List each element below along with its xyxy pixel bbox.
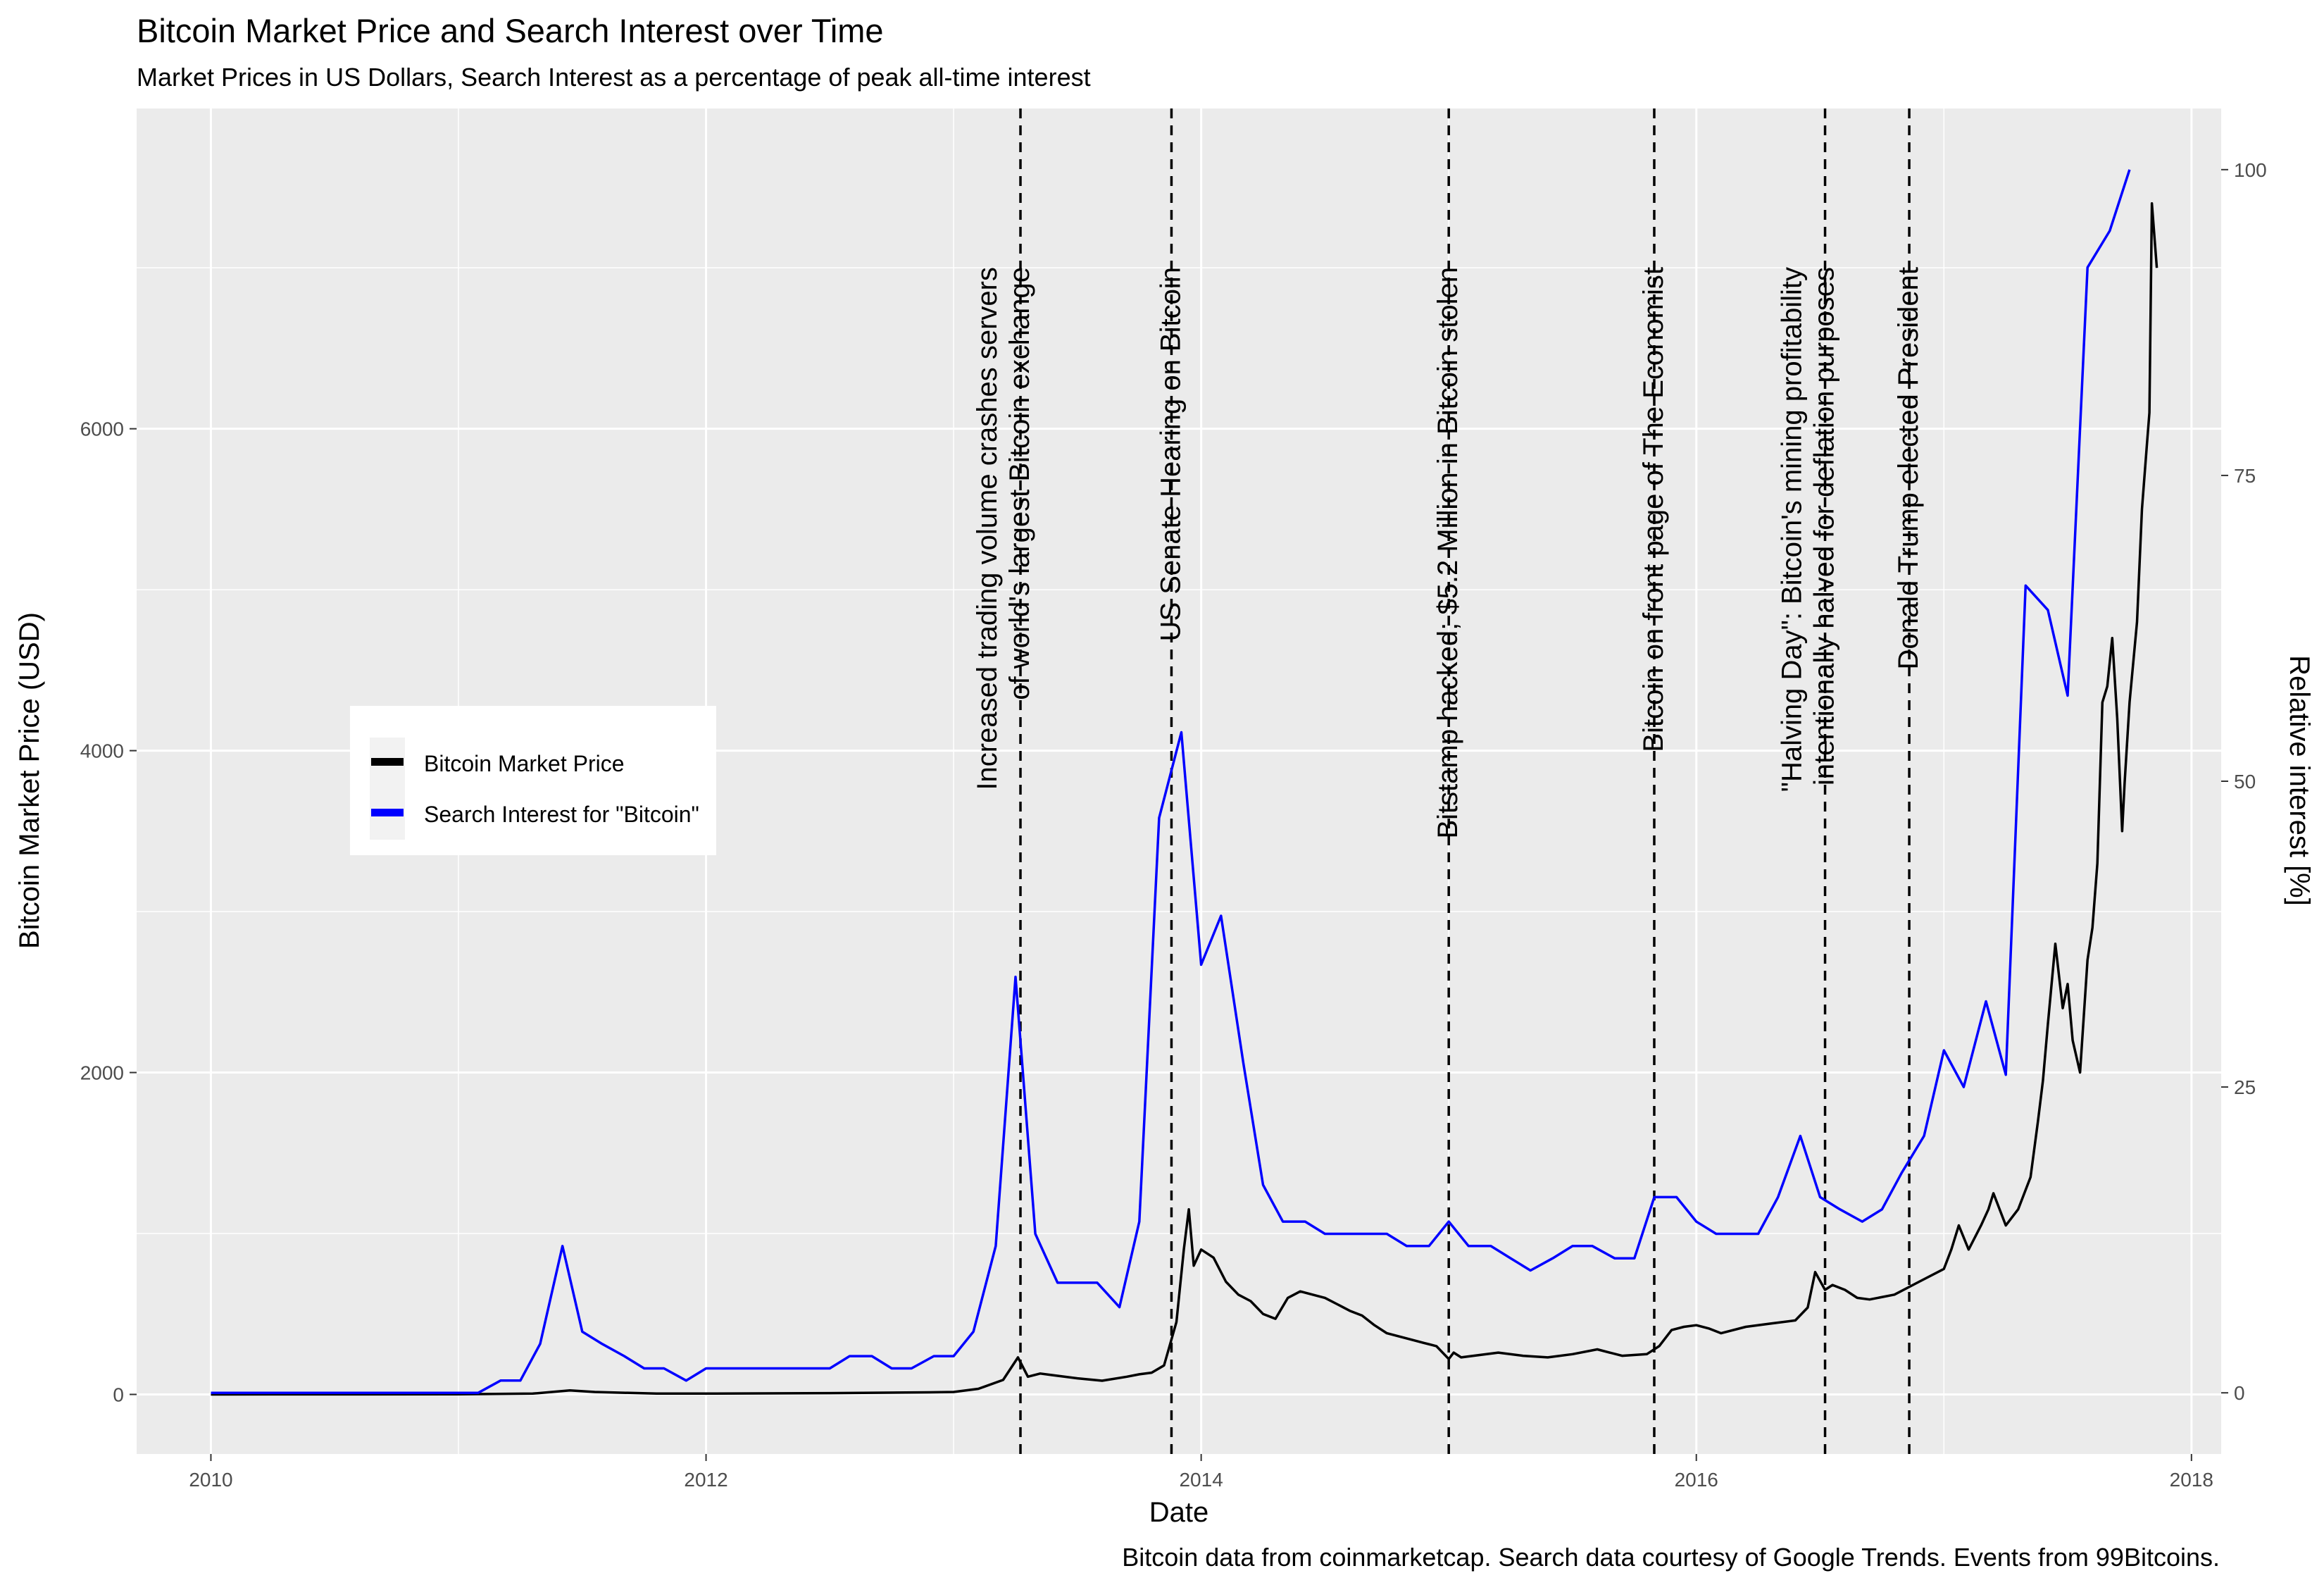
event-label: Bitcoin on front page of The Economist (1638, 267, 1669, 752)
y2-tick-label: 0 (2234, 1382, 2245, 1404)
y-axis-right: 0 25 50 75 100 (2221, 159, 2267, 1404)
y-tick-label: 6000 (80, 418, 124, 440)
y-axis-title: Bitcoin Market Price (USD) (14, 612, 45, 949)
y2-tick-label: 100 (2234, 159, 2267, 181)
chart-subtitle: Market Prices in US Dollars, Search Inte… (137, 63, 1091, 92)
event-label: Increased trading volume crashes servers (972, 267, 1003, 790)
x-tick-label: 2010 (189, 1469, 232, 1491)
search-interest-line (211, 169, 2131, 1394)
chart-title: Bitcoin Market Price and Search Interest… (137, 12, 884, 49)
y-tick-label: 4000 (80, 740, 124, 762)
event-label: of world's largest Bitcoin exchange (1004, 267, 1035, 700)
y2-tick-label: 50 (2234, 771, 2256, 792)
x-axis-title: Date (1149, 1497, 1209, 1528)
legend: Bitcoin Market Price Search Interest for… (350, 706, 716, 855)
event-label: US Senate Hearing on Bitcoin (1155, 267, 1186, 641)
x-tick-label: 2016 (1675, 1469, 1718, 1491)
y2-axis-title: Relative interest [%] (2284, 655, 2315, 906)
event-markers: Increased trading volume crashes servers… (972, 108, 1924, 1454)
x-tick-label: 2012 (684, 1469, 727, 1491)
x-axis: 2010 2012 2014 2016 2018 (189, 1454, 2213, 1491)
event-label: Bitstamp hacked; $5.2 Million in Bitcoin… (1432, 267, 1463, 839)
y-tick-label: 2000 (80, 1062, 124, 1084)
legend-key-price (371, 758, 404, 766)
price-line (211, 202, 2159, 1396)
y2-tick-label: 25 (2234, 1076, 2256, 1098)
legend-label-price: Bitcoin Market Price (424, 751, 625, 776)
y2-tick-label: 75 (2234, 465, 2256, 487)
legend-box (350, 706, 716, 855)
x-tick-label: 2014 (1179, 1469, 1223, 1491)
y-tick-label: 0 (113, 1384, 124, 1405)
chart-caption: Bitcoin data from coinmarketcap. Search … (1122, 1543, 2220, 1572)
y-axis-left: 0 2000 4000 6000 (80, 418, 137, 1405)
legend-key-search (371, 809, 404, 816)
legend-label-search: Search Interest for "Bitcoin" (424, 802, 699, 827)
event-label: intentionally halved for deflation purpo… (1809, 267, 1840, 785)
event-label: Donald Trump elected President (1893, 267, 1924, 669)
x-tick-label: 2018 (2170, 1469, 2213, 1491)
event-label: "Halving Day": Bitcoin's mining profitab… (1777, 267, 1808, 792)
